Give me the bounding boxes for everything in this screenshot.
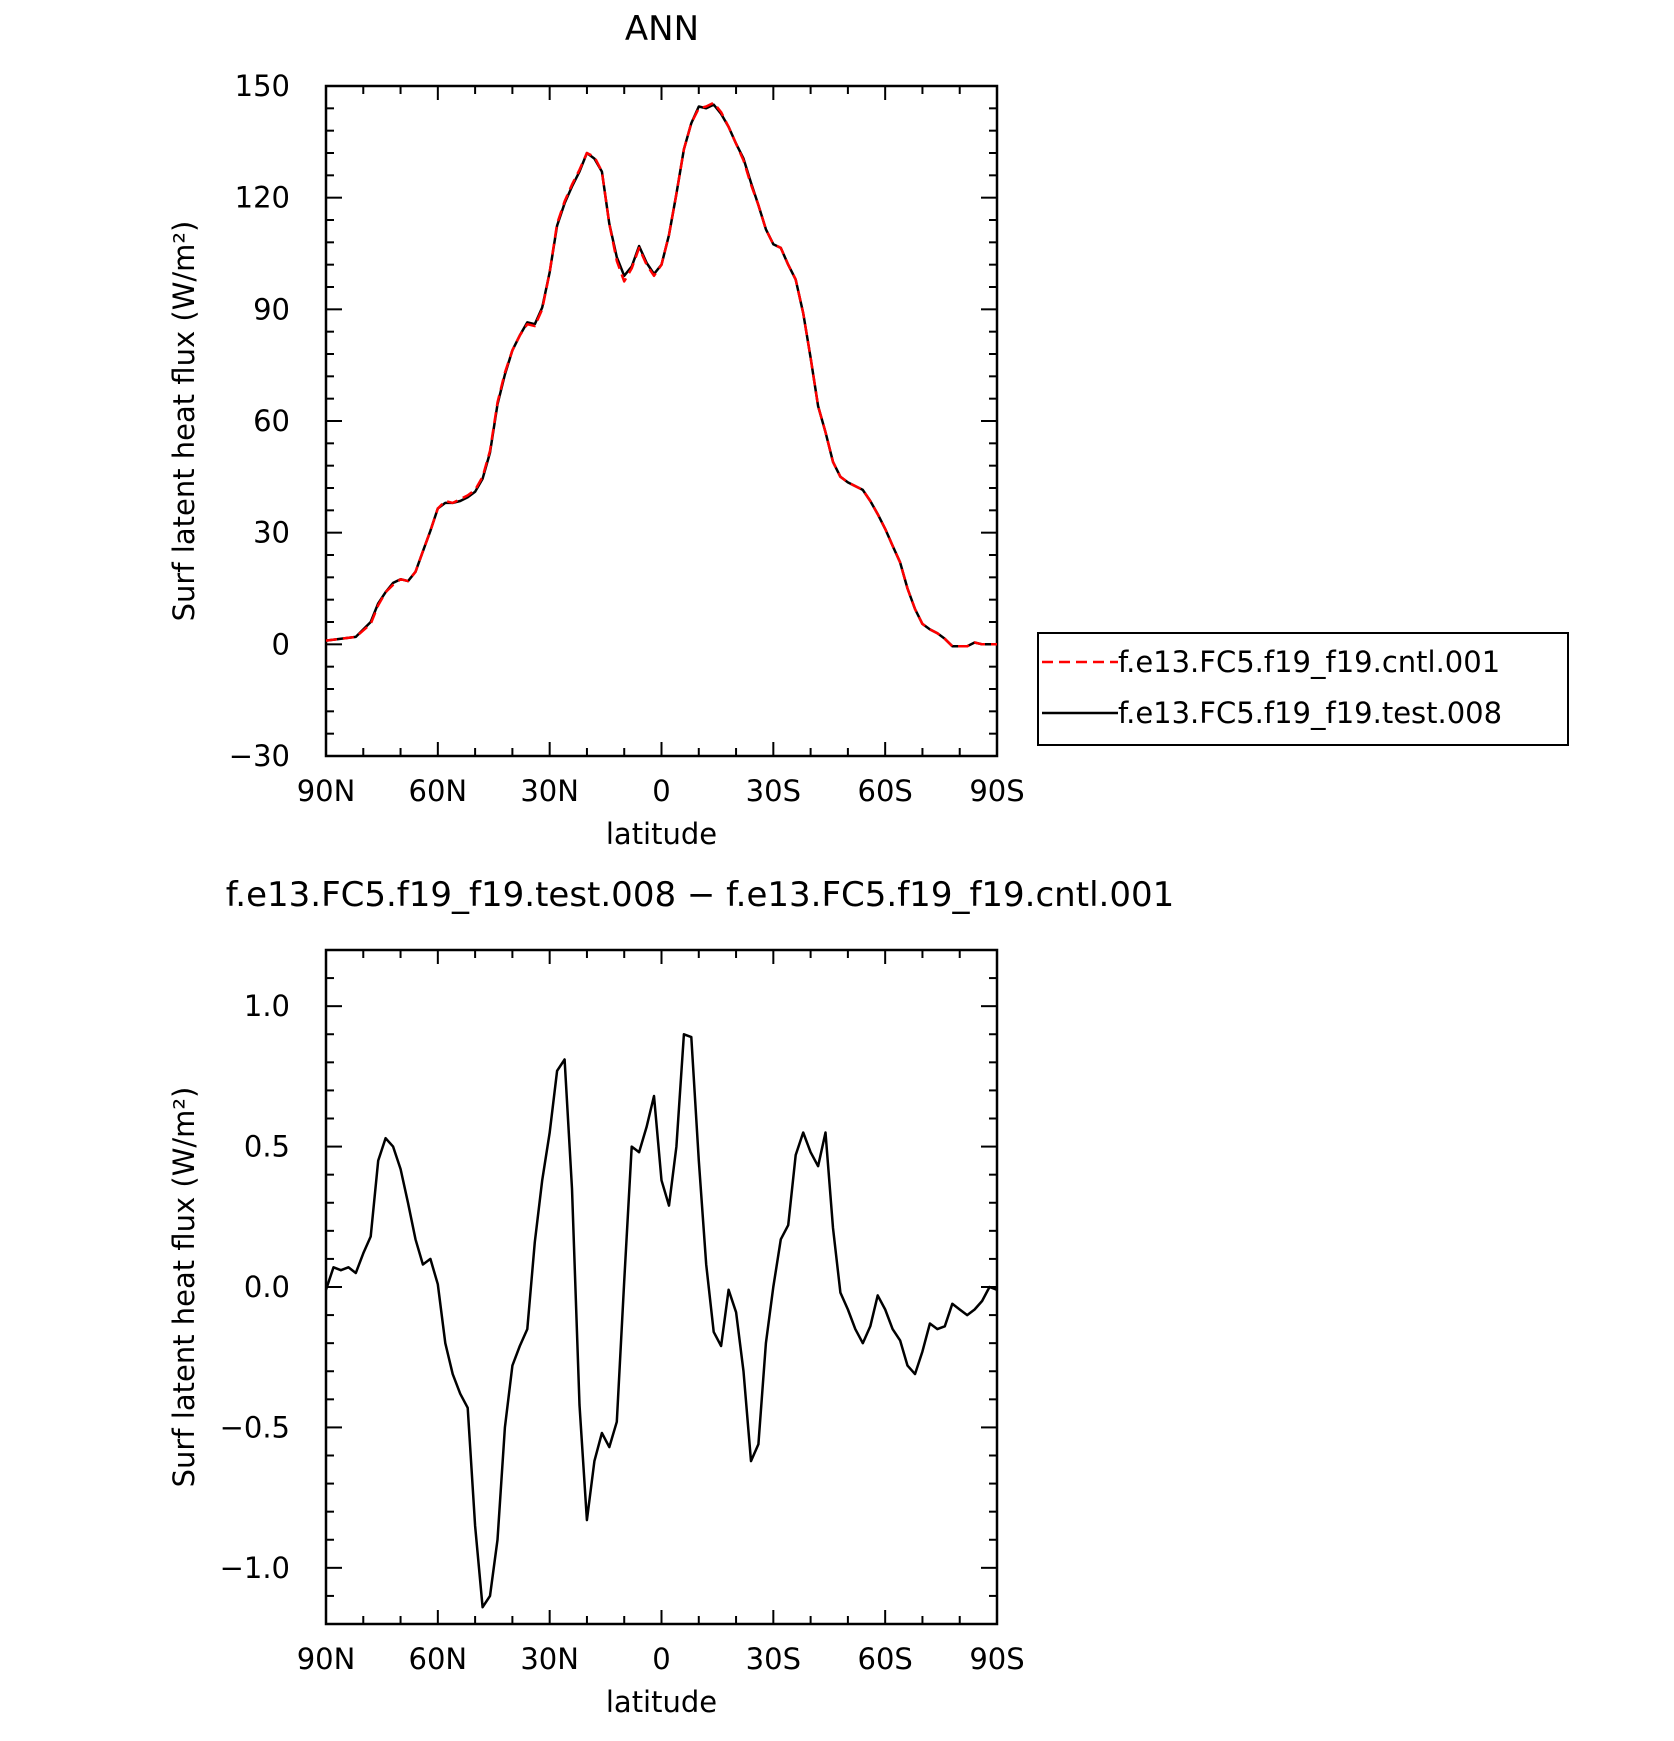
- y-tick-label: 60: [253, 404, 290, 438]
- legend-label: f.e13.FC5.f19_f19.cntl.001: [1118, 645, 1500, 679]
- x-axis-title: latitude: [606, 817, 717, 851]
- x-tick-label: 0: [652, 1642, 670, 1676]
- x-tick-label: 30S: [746, 774, 801, 808]
- x-tick-label: 30N: [520, 1642, 579, 1676]
- x-tick-label: 60N: [409, 1642, 468, 1676]
- legend-box: [1037, 632, 1569, 746]
- x-tick-label: 60S: [858, 1642, 913, 1676]
- series-line-1: [325, 103, 997, 648]
- panel-title: f.e13.FC5.f19_f19.test.008 − f.e13.FC5.f…: [226, 875, 1174, 915]
- x-tick-label: 90S: [969, 1642, 1024, 1676]
- plot-frame: [324, 84, 999, 758]
- y-tick-label: 90: [253, 292, 290, 326]
- y-tick-label: 150: [235, 69, 290, 103]
- legend-label: f.e13.FC5.f19_f19.test.008: [1118, 696, 1502, 730]
- y-axis-title: Surf latent heat flux (W/m²): [167, 1087, 201, 1488]
- series-line-0: [324, 1033, 998, 1609]
- y-tick-label: −30: [229, 739, 290, 773]
- y-tick-label: 0.0: [244, 1270, 290, 1304]
- y-tick-label: 1.0: [244, 989, 290, 1023]
- x-tick-label: 60N: [409, 774, 468, 808]
- plot-frame: [324, 948, 999, 1626]
- bottom-panel: f.e13.FC5.f19_f19.test.008 − f.e13.FC5.f…: [167, 875, 1174, 1719]
- series-line-0: [325, 101, 997, 648]
- x-tick-label: 30S: [746, 1642, 801, 1676]
- y-axis-title: Surf latent heat flux (W/m²): [167, 221, 201, 622]
- x-tick-label: 60S: [858, 774, 913, 808]
- y-tick-label: 30: [253, 516, 290, 550]
- x-axis-title: latitude: [606, 1685, 717, 1719]
- x-tick-label: 90N: [297, 1642, 356, 1676]
- y-tick-label: 120: [235, 181, 290, 215]
- y-tick-label: 0: [272, 627, 290, 661]
- y-tick-label: 0.5: [244, 1130, 290, 1164]
- top-panel: ANN 90N 60N 30N 0 30S 60S 90S −30 0 30 60 90 120 150 la…: [167, 9, 1025, 851]
- legend: f.e13.FC5.f19_f19.cntl.001 f.e13.FC5.f19_…: [1037, 632, 1569, 746]
- x-tick-label: 90N: [297, 774, 356, 808]
- y-tick-label: −1.0: [220, 1551, 290, 1585]
- panel-title: ANN: [625, 9, 699, 49]
- x-tick-label: 90S: [969, 774, 1024, 808]
- x-tick-label: 30N: [520, 774, 579, 808]
- y-tick-label: −0.5: [220, 1410, 290, 1444]
- x-tick-label: 0: [652, 774, 670, 808]
